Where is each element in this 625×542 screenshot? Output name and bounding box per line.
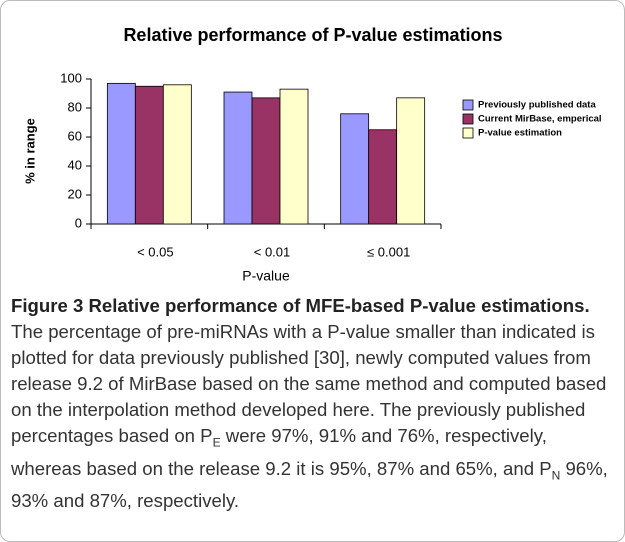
caption-label: Figure 3 Relative performance of MFE-bas…	[11, 295, 590, 316]
y-tick-label: 20	[68, 186, 82, 201]
legend-label: P-value estimation	[478, 128, 562, 139]
bar	[396, 97, 426, 225]
y-tick-label: 60	[68, 128, 82, 143]
legend-swatch	[462, 127, 474, 139]
chart-title: Relative performance of P-value estimati…	[123, 25, 502, 45]
y-tick-label: 80	[68, 99, 82, 114]
chart: Relative performance of P-value estimati…	[22, 25, 602, 284]
x-axis-label: P-value	[242, 268, 290, 284]
caption-text: The percentage of pre-miRNAs with a P-va…	[11, 321, 607, 446]
x-tick-label: < 0.01	[254, 244, 291, 259]
y-tick-label: 40	[68, 157, 82, 172]
bar	[162, 84, 192, 225]
y-tick-label: 100	[60, 70, 82, 85]
legend-swatch	[462, 113, 474, 125]
caption: Figure 3 Relative performance of MFE-bas…	[11, 293, 616, 514]
x-tick-label: ≤ 0.001	[367, 244, 410, 259]
x-tick-label: < 0.05	[137, 244, 174, 259]
legend-label: Current MirBase, emperical	[478, 114, 602, 125]
subscript: E	[212, 435, 221, 450]
caption-text: 96%, 93% and 87%, respectively.	[11, 457, 608, 512]
subscript: N	[551, 468, 561, 483]
bar	[251, 97, 281, 225]
bar	[368, 129, 398, 225]
bar	[279, 88, 309, 225]
caption-text: were 97%, 91% and 76%, respectively, whe…	[11, 425, 552, 479]
legend-label: Previously published data	[478, 100, 596, 111]
bar	[340, 113, 370, 225]
y-axis-label: % in range	[22, 118, 37, 184]
bar	[223, 91, 253, 225]
bar	[134, 85, 164, 225]
bar	[106, 82, 136, 225]
legend-swatch	[462, 99, 474, 111]
y-tick-label: 0	[75, 215, 82, 230]
